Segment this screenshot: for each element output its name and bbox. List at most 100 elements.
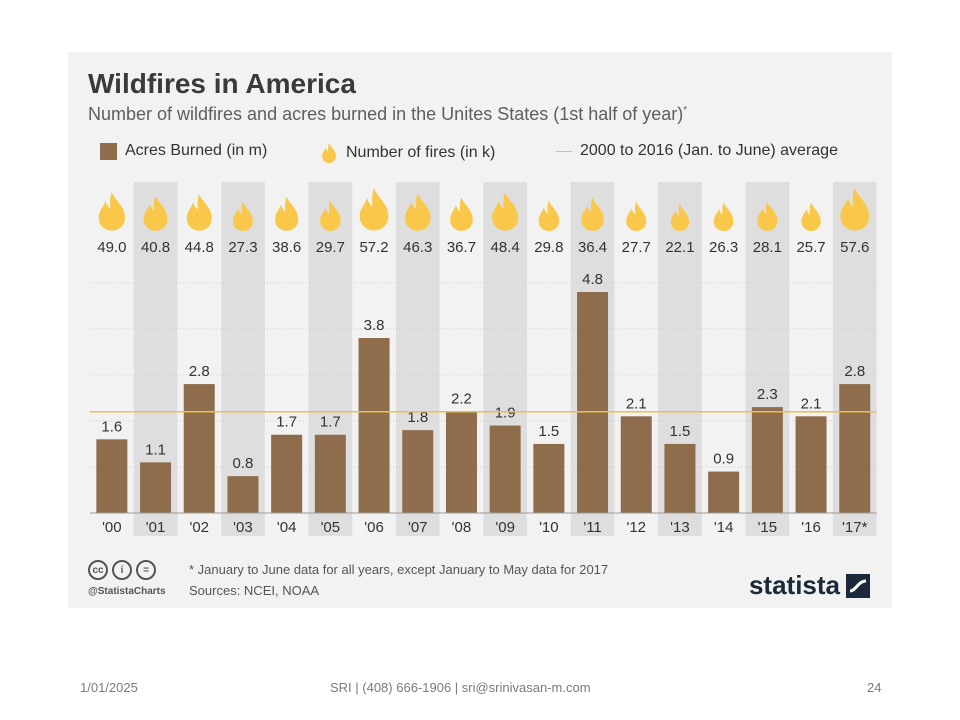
statista-mark-icon [846,573,870,598]
x-tick-label: '16 [801,519,821,536]
x-tick-label: '15 [758,519,778,536]
acres-bar [271,434,303,513]
acres-value-label: 2.8 [189,363,210,380]
flame-icon [670,204,690,232]
statista-logo: statista [749,570,870,601]
fires-value-label: 36.4 [578,239,607,256]
legend-bar-swatch [100,142,117,160]
fires-value-label: 48.4 [491,239,520,256]
fires-value-label: 49.0 [97,239,126,256]
acres-value-label: 0.8 [233,455,254,472]
statista-wordmark: statista [748,570,840,600]
acres-bar [314,434,346,513]
x-tick-label: '14 [714,519,734,536]
by-icon: i [112,560,132,580]
acres-value-label: 1.5 [670,423,691,440]
legend-average-label: 2000 to 2016 (Jan. to June) average [580,142,838,159]
acres-bar [445,411,477,513]
acres-bar [751,407,783,513]
acres-value-label: 2.8 [844,363,865,380]
acres-value-label: 0.9 [713,451,734,468]
acres-bar [795,416,827,513]
slide-page-number: 24 [867,680,882,695]
fires-value-label: 38.6 [272,239,301,256]
acres-bar [140,462,172,513]
acres-value-label: 1.7 [320,414,341,431]
flame-icon [186,193,212,231]
x-tick-label: '05 [321,519,341,536]
fires-value-label: 57.2 [359,239,388,256]
cc-icon: cc [88,560,108,580]
acres-value-label: 2.1 [626,395,647,412]
flame-icon [801,202,821,231]
x-tick-label: '17* [842,519,868,536]
x-tick-label: '08 [452,519,472,536]
legend-average-swatch [556,150,572,152]
flame-icon [143,195,168,231]
acres-bar [620,416,652,513]
flame-icon [275,196,299,231]
chart-plot: 49.0 1.6 '00 40.8 1.1 '01 44.8 2.8 '02 27.3 0.8 '03… [90,182,877,536]
x-tick-label: '06 [364,519,384,536]
acres-value-label: 3.8 [364,317,385,334]
x-tick-label: '02 [189,519,209,536]
x-tick-label: '09 [495,519,515,536]
x-tick-label: '03 [233,519,253,536]
legend-fires: Number of fires (in k) [320,142,495,164]
flame-icon [626,201,647,231]
fires-value-label: 57.6 [840,239,869,256]
acres-value-label: 1.6 [101,418,122,435]
acres-bar [533,443,565,513]
x-tick-label: '00 [102,519,122,536]
legend-flame-icon [322,142,336,164]
x-tick-label: '11 [583,519,601,536]
acres-bar [489,425,521,513]
acres-bar [227,476,259,513]
flame-icon [713,202,734,231]
footnote: * January to June data for all years, ex… [189,562,609,577]
acres-value-label: 2.3 [757,386,778,403]
acres-bar [358,338,390,513]
x-tick-label: '04 [277,519,297,536]
fires-value-label: 40.8 [141,239,170,256]
statista-handle: @StatistaCharts [88,586,166,597]
subtitle-footnote-mark: * [683,105,688,116]
x-tick-label: '13 [670,519,690,536]
acres-value-label: 2.2 [451,391,472,408]
flame-icon [538,200,560,231]
fires-value-label: 27.3 [228,239,257,256]
acres-bar [183,384,215,513]
fires-value-label: 25.7 [796,239,825,256]
flame-icon [320,200,341,231]
acres-bar [664,443,696,513]
fires-value-label: 27.7 [622,239,651,256]
fires-value-label: 29.8 [534,239,563,256]
acres-bar [96,439,128,513]
x-tick-label: '12 [626,519,646,536]
acres-value-label: 1.5 [538,423,559,440]
legend-fires-label: Number of fires (in k) [346,144,496,161]
fires-value-label: 44.8 [185,239,214,256]
acres-value-label: 1.7 [276,414,297,431]
fires-value-label: 26.3 [709,239,738,256]
flame-icon [98,191,125,231]
flame-icon [581,197,604,231]
x-tick-label: '10 [539,519,559,536]
fires-value-label: 46.3 [403,239,432,256]
acres-bar [577,292,609,513]
nd-icon: = [136,560,156,580]
flame-icon [840,188,870,231]
flame-icon [359,188,389,231]
acres-bar [839,384,871,513]
acres-value-label: 4.8 [582,271,603,288]
acres-bar [708,471,740,513]
flame-icon [233,201,253,231]
license-icons: cc i = [88,560,156,580]
chart-title: Wildfires in America [88,68,356,99]
acres-value-label: 1.8 [407,409,428,426]
x-tick-label: '01 [146,519,166,536]
legend-bars: Acres Burned (in m) [100,142,267,160]
fires-value-label: 29.7 [316,239,345,256]
acres-value-label: 1.9 [495,405,516,422]
legend-bars-label: Acres Burned (in m) [125,142,268,159]
